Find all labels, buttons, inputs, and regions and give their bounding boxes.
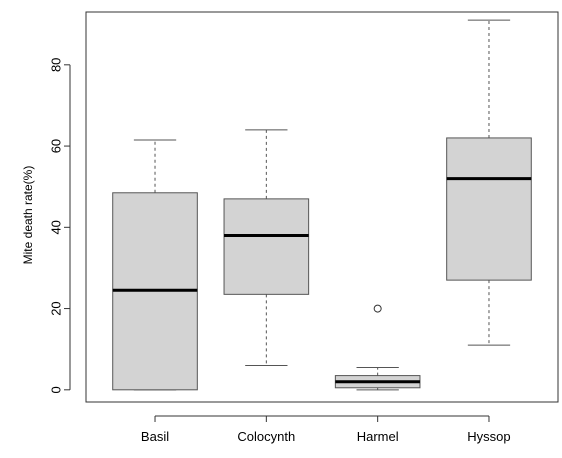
y-tick-label: 20 — [49, 301, 64, 315]
x-tick-label: Hyssop — [467, 429, 510, 444]
y-axis-label: Mite death rate(%) — [21, 166, 35, 265]
x-axis: Basil Colocynth Harmel Hyssop — [141, 415, 511, 444]
y-tick-label: 80 — [49, 58, 64, 72]
x-tick-label: Harmel — [357, 429, 399, 444]
iqr-box — [446, 137, 532, 281]
x-tick-label: Basil — [141, 429, 169, 444]
y-tick-label: 0 — [49, 386, 64, 393]
box-colocynth — [223, 129, 310, 366]
y-tick-label: 40 — [49, 220, 64, 234]
y-tick-label: 60 — [49, 139, 64, 153]
x-tick-label: Colocynth — [237, 429, 295, 444]
outlier-point — [373, 304, 382, 313]
box-hyssop — [446, 19, 532, 346]
plot-frame — [85, 11, 559, 403]
iqr-box — [223, 198, 310, 295]
y-axis: 0 20 40 60 80 — [49, 58, 71, 393]
box-harmel — [334, 304, 421, 391]
boxes — [112, 19, 532, 391]
box-basil — [112, 139, 198, 391]
